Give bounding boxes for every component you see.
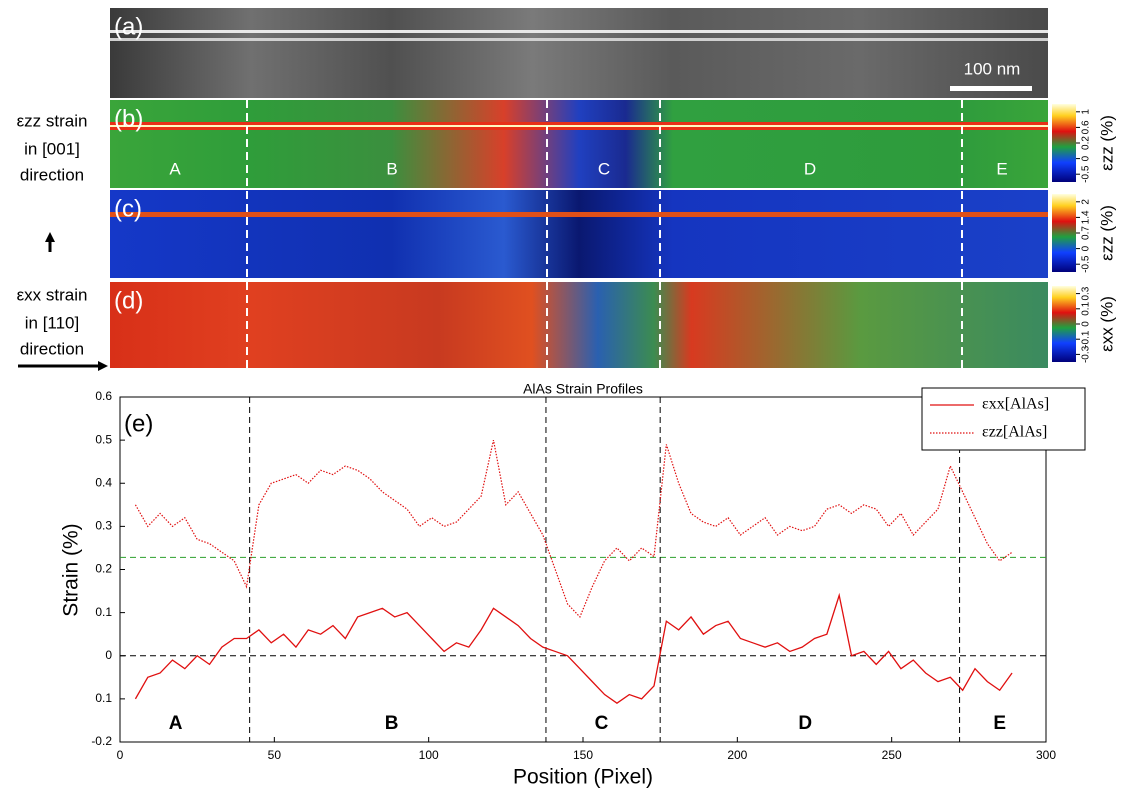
region-label: A xyxy=(169,159,181,178)
layer-band xyxy=(110,30,1048,33)
side-label: εzz strain xyxy=(17,111,88,130)
x-tick-label: 150 xyxy=(573,748,593,762)
y-tick-label: 0.5 xyxy=(95,432,112,446)
y-tick-label: 0 xyxy=(105,648,112,662)
colorbar-tick-label: 0.1 xyxy=(1081,301,1092,315)
colorbar-tick-label: 0 xyxy=(1081,155,1092,161)
data-line xyxy=(135,440,1012,617)
side-label: direction xyxy=(20,339,84,358)
panel-label: (e) xyxy=(124,410,153,437)
colorbar xyxy=(1052,194,1076,272)
colorbar-label: εzz (%) xyxy=(1097,205,1116,261)
colorbar-label: εxx (%) xyxy=(1097,296,1116,352)
panel-label: (a) xyxy=(114,13,143,40)
colorbar-tick-label: 2 xyxy=(1081,199,1092,205)
x-tick-label: 250 xyxy=(882,748,902,762)
region-label: E xyxy=(993,713,1006,734)
side-label: in [110] xyxy=(25,313,80,332)
colorbar-tick-label: 0.2 xyxy=(1081,136,1092,150)
x-tick-label: 300 xyxy=(1036,748,1056,762)
y-tick-label: 0.1 xyxy=(95,605,112,619)
x-tick-label: 200 xyxy=(727,748,747,762)
scale-bar xyxy=(950,86,1032,91)
y-tick-label: 0.2 xyxy=(95,562,112,576)
x-tick-label: 0 xyxy=(117,748,124,762)
tem-image xyxy=(110,8,1048,98)
legend-label: εzz[AlAs] xyxy=(982,424,1047,441)
scale-bar-label: 100 nm xyxy=(964,59,1021,78)
colorbar xyxy=(1052,104,1076,182)
panel-label: (c) xyxy=(114,195,142,222)
region-label: B xyxy=(386,159,397,178)
layer-band xyxy=(110,212,1048,217)
side-label: in [001] xyxy=(24,139,80,158)
x-axis-label: Position (Pixel) xyxy=(513,766,653,789)
image-panels: 100 nm xyxy=(18,8,1048,371)
strain-map xyxy=(110,282,1048,368)
colorbar-tick-label: 1 xyxy=(1081,109,1092,115)
y-tick-label: -0.2 xyxy=(91,734,112,748)
x-tick-label: 100 xyxy=(419,748,439,762)
region-label: C xyxy=(598,159,610,178)
region-label: E xyxy=(996,159,1007,178)
strain-map xyxy=(110,100,1048,188)
x-tick-label: 50 xyxy=(268,748,282,762)
region-label: C xyxy=(595,713,609,734)
layer-band xyxy=(110,125,1048,127)
y-tick-label: 0.4 xyxy=(95,475,112,489)
side-label: direction xyxy=(20,165,84,184)
colorbar-tick-label: -0.1 xyxy=(1081,330,1092,348)
data-line xyxy=(135,595,1012,703)
colorbar-tick-label: -0.5 xyxy=(1081,255,1092,273)
y-axis-label: Strain (%) xyxy=(60,523,83,616)
region-label: D xyxy=(798,713,812,734)
y-tick-label: 0.3 xyxy=(95,519,112,533)
region-label: A xyxy=(169,713,183,734)
chart-title: AlAs Strain Profiles xyxy=(523,381,643,397)
plot-frame xyxy=(120,397,1046,742)
y-tick-label: 0.6 xyxy=(95,389,112,403)
colorbar-tick-label: 1.4 xyxy=(1081,210,1092,224)
panel-label: (d) xyxy=(114,287,143,314)
region-label: B xyxy=(385,713,399,734)
y-tick-label: 0.1 xyxy=(95,691,112,705)
panel-label: (b) xyxy=(114,105,143,132)
arrow-head xyxy=(98,361,108,371)
strain-map xyxy=(110,190,1048,278)
colorbar xyxy=(1052,286,1076,362)
layer-band xyxy=(110,38,1048,41)
colorbar-tick-label: 0 xyxy=(1081,321,1092,327)
region-label: D xyxy=(804,159,816,178)
colorbar-tick-label: 0.7 xyxy=(1081,226,1092,240)
colorbar-tick-label: -0.5 xyxy=(1081,165,1092,183)
legend-label: εxx[AlAs] xyxy=(982,396,1049,413)
figure: 100 nm AlAs Strain Profiles (e) Position… xyxy=(0,0,1127,795)
side-label: εxx strain xyxy=(17,285,88,304)
colorbar-tick-label: 0.3 xyxy=(1081,286,1092,300)
colorbar-label: εzz (%) xyxy=(1097,115,1116,171)
colorbar-tick-label: 0 xyxy=(1081,245,1092,251)
colorbar-tick-label: 0.6 xyxy=(1081,120,1092,134)
